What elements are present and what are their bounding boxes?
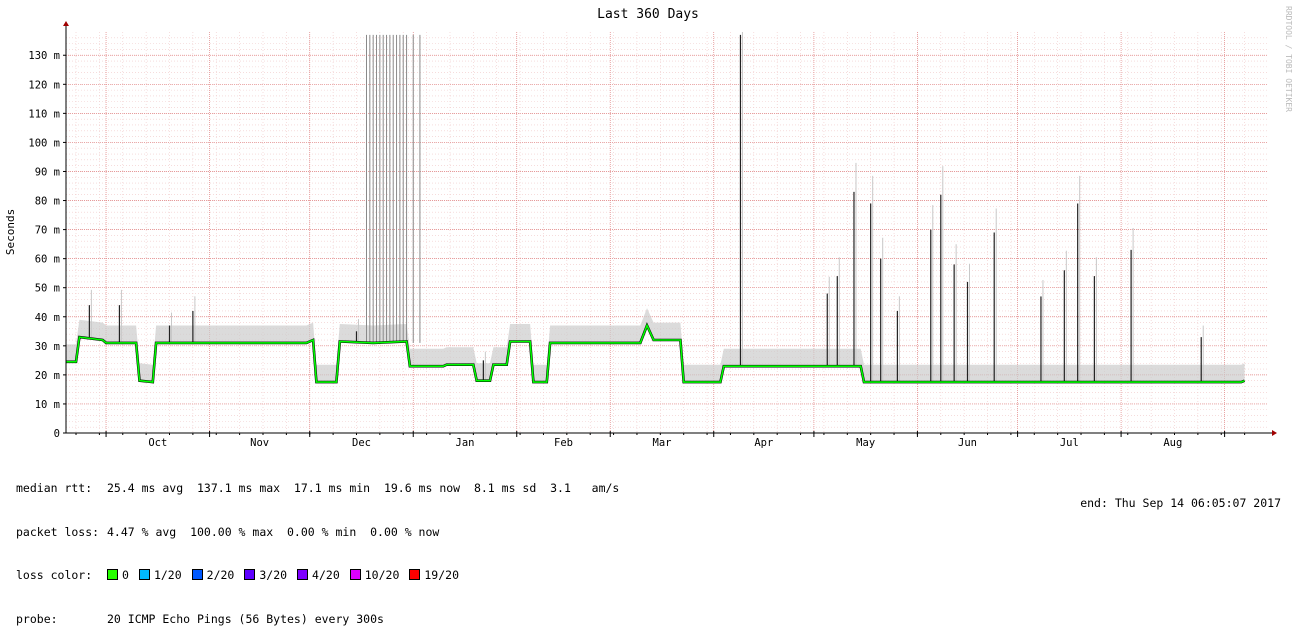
y-axis-label: Seconds <box>4 209 17 255</box>
loss-color-swatch <box>244 569 256 580</box>
probe-text: 20 ICMP Echo Pings (56 Bytes) every 300s <box>107 611 384 626</box>
loss-color-item: 2/20 <box>191 568 235 583</box>
median-rtt-stats: 25.4 ms avg 137.1 ms max 17.1 ms min 19.… <box>107 481 620 495</box>
loss-color-label: 2/20 <box>206 568 235 582</box>
loss-color-swatch <box>349 569 361 580</box>
median-series <box>66 322 1246 384</box>
loss-color-swatch <box>107 569 118 580</box>
y-tick-label: 50 m <box>35 283 60 295</box>
smoke-area <box>66 308 1245 383</box>
loss-color-label: loss color: <box>16 568 93 582</box>
legend-packet-loss: packet loss: 4.47 % avg 100.00 % max 0.00… <box>16 525 619 540</box>
loss-color-item: 0 <box>107 568 129 583</box>
rrdtool-watermark: RRDTOOL / TOBI OETIKER <box>1284 6 1293 112</box>
loss-color-item: 10/20 <box>349 568 400 583</box>
loss-color-item: 1/20 <box>138 568 182 583</box>
loss-color-item: 4/20 <box>297 568 340 583</box>
x-tick-label: Apr <box>754 437 773 449</box>
y-tick-label: 110 m <box>28 108 60 120</box>
legend-median-rtt: median rtt: 25.4 ms avg 137.1 ms max 17.1… <box>16 481 619 496</box>
x-tick-labels: Oct Nov Dec Jan Feb Mar Apr May Jun Jul Aug <box>148 437 1182 449</box>
y-tick-label: 70 m <box>35 225 60 237</box>
chart-axes <box>63 21 1277 437</box>
x-tick-label: Oct <box>148 437 167 449</box>
y-tick-label: 130 m <box>28 50 60 62</box>
x-tick-label: Aug <box>1163 437 1182 449</box>
y-axis-arrow <box>63 21 69 26</box>
loss-color-label: 3/20 <box>259 568 288 582</box>
loss-color-items: 0 1/20 2/20 3/20 4/20 10/20 19/20 <box>107 568 469 582</box>
x-axis-arrow <box>1272 430 1277 436</box>
x-tick-label: Jan <box>456 437 475 449</box>
loss-color-item: 19/20 <box>409 568 459 583</box>
y-tick-label: 90 m <box>35 166 60 178</box>
y-tick-label: 60 m <box>35 254 60 266</box>
y-tick-label: 40 m <box>35 312 60 324</box>
y-tick-labels: 0 10 m 20 m 30 m 40 m 50 m 60 m 70 m 80 m 90 m 100… <box>28 50 60 440</box>
loss-color-label: 1/20 <box>153 568 182 582</box>
smoke-band <box>66 308 1245 383</box>
loss-color-swatch <box>297 569 309 580</box>
x-tick-label: May <box>856 437 875 449</box>
loss-color-label: 10/20 <box>364 568 400 582</box>
legend-loss-color: loss color: 0 1/20 2/20 3/20 4/20 10/20 19/20 <box>16 568 619 583</box>
loss-color-item: 3/20 <box>244 568 287 583</box>
x-tick-label: Dec <box>352 437 371 449</box>
loss-color-swatch <box>191 569 203 580</box>
packet-loss-label: packet loss: <box>16 524 100 539</box>
end-time: end: Thu Sep 14 06:05:07 2017 <box>1080 496 1281 510</box>
chart-title: Last 360 Days <box>597 7 699 22</box>
x-tick-label: Nov <box>250 437 269 449</box>
x-tick-label: Feb <box>554 437 573 449</box>
x-tick-label: Mar <box>653 437 672 449</box>
chart-legend: median rtt: 25.4 ms avg 137.1 ms max 17.1… <box>16 452 619 641</box>
loss-color-label: 4/20 <box>312 568 340 582</box>
y-tick-label: 30 m <box>35 341 60 353</box>
x-tick-label: Jul <box>1060 437 1079 449</box>
median-line <box>66 323 1245 383</box>
y-tick-label: 0 <box>54 428 60 440</box>
rtt-chart: Last 360 Days Seconds RRDTOOL / TOBI OET… <box>4 6 1293 449</box>
loss-color-label: 0 <box>122 568 129 582</box>
y-tick-label: 120 m <box>28 79 60 91</box>
legend-probe: probe: 20 ICMP Echo Pings (56 Bytes) ever… <box>16 612 619 627</box>
probe-label: probe: <box>16 611 58 626</box>
y-tick-label: 20 m <box>35 370 60 382</box>
loss-color-swatch <box>409 569 421 580</box>
x-tick-label: Jun <box>958 437 977 449</box>
latency-spikes <box>88 32 1204 383</box>
packet-loss-stats: 4.47 % avg 100.00 % max 0.00 % min 0.00 … <box>107 524 440 539</box>
y-tick-label: 100 m <box>28 137 60 149</box>
y-tick-label: 10 m <box>35 399 60 411</box>
loss-color-label: 19/20 <box>424 568 459 582</box>
loss-color-swatch <box>138 569 150 580</box>
median-rtt-label: median rtt: <box>16 481 93 495</box>
y-tick-label: 80 m <box>35 196 60 208</box>
